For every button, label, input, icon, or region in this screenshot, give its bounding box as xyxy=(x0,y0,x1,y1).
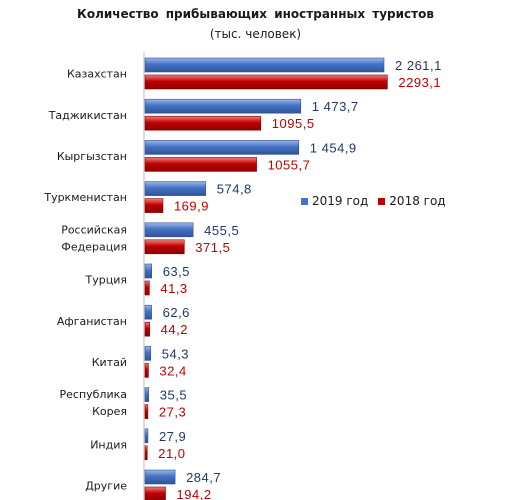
category-label: Турция xyxy=(85,274,127,287)
bar-2019 xyxy=(144,346,152,361)
bar-2018 xyxy=(144,404,149,419)
data-label-2019: 574,8 xyxy=(217,182,252,197)
bar-2018 xyxy=(144,239,185,255)
category-label: Индия xyxy=(90,438,127,451)
legend-item-2019: 2019 год xyxy=(301,194,368,208)
category-label-line: Афганистан xyxy=(57,315,127,328)
bar-2019 xyxy=(144,98,302,114)
legend-label-2019: 2019 год xyxy=(312,194,369,208)
bar-2019 xyxy=(144,263,153,279)
legend-swatch-2018 xyxy=(378,197,386,205)
legend-swatch-2019 xyxy=(301,197,308,205)
data-label-2018: 41,3 xyxy=(160,281,187,296)
bar-2019 xyxy=(144,428,149,444)
bar-2018 xyxy=(144,280,150,296)
legend-label-2018: 2018 год xyxy=(389,194,446,208)
data-label-2018: 194,2 xyxy=(177,487,212,500)
bar-2018 xyxy=(144,198,164,213)
data-label-2019: 1 473,7 xyxy=(312,99,359,114)
category-label: Республика Корея xyxy=(60,388,128,418)
category-label: Кыргызстан xyxy=(57,150,127,163)
category-label-line: Другие xyxy=(85,480,127,493)
data-label-2018: 169,9 xyxy=(174,199,209,214)
bar-2019 xyxy=(144,222,194,238)
data-label-2018: 44,2 xyxy=(161,322,188,337)
category-label-line: Таджикистан xyxy=(48,109,127,122)
legend: 2019 год 2018 год xyxy=(301,194,456,208)
data-label-2019: 27,9 xyxy=(159,429,186,444)
category-label-line: Российская xyxy=(61,223,127,236)
chart-title: Количество прибывающих иностранных турис… xyxy=(77,7,434,21)
bar-2018 xyxy=(144,486,166,500)
bar-2019 xyxy=(144,181,207,196)
bar-2018 xyxy=(144,321,150,337)
data-label-2019: 284,7 xyxy=(186,470,221,485)
data-label-2018: 371,5 xyxy=(195,240,230,255)
data-label-2019: 1 454,9 xyxy=(310,140,357,155)
bar-2019 xyxy=(144,57,385,73)
data-label-2019: 54,3 xyxy=(162,346,189,361)
category-label-line: Индия xyxy=(90,438,127,451)
category-label: Китай xyxy=(92,356,127,369)
bar-2019 xyxy=(144,469,176,485)
bar-2018 xyxy=(144,74,388,90)
category-label-line: Республика xyxy=(60,388,128,401)
data-label-2019: 35,5 xyxy=(160,388,187,403)
chart-subtitle: (тыс. человек) xyxy=(209,27,302,41)
bar-2019 xyxy=(144,387,150,402)
category-label: Таджикистан xyxy=(48,109,127,122)
category-label-line: Кыргызстан xyxy=(57,150,127,163)
bar-2019 xyxy=(144,140,300,155)
category-label: Другие xyxy=(85,480,127,493)
category-label: Российская Федерация xyxy=(61,223,127,253)
bar-2018 xyxy=(144,445,148,461)
data-label-2019: 455,5 xyxy=(204,223,239,238)
data-label-2018: 2293,1 xyxy=(398,75,441,90)
category-label: Афганистан xyxy=(57,315,127,328)
category-label-line: Федерация xyxy=(61,240,127,253)
data-label-2018: 1095,5 xyxy=(272,116,315,131)
bar-2019 xyxy=(144,304,152,320)
data-label-2019: 2 261,1 xyxy=(395,58,442,73)
data-label-2018: 32,4 xyxy=(159,363,186,378)
category-label-line: Корея xyxy=(92,405,127,418)
category-label-line: Казахстан xyxy=(67,68,127,81)
data-label-2019: 62,6 xyxy=(163,305,190,320)
bar-2018 xyxy=(144,157,257,172)
data-label-2018: 21,0 xyxy=(158,446,185,461)
category-label-line: Китай xyxy=(92,356,127,369)
category-label-line: Туркменистан xyxy=(43,191,127,204)
data-label-2019: 63,5 xyxy=(163,264,190,279)
data-label-2018: 27,3 xyxy=(159,405,186,420)
bar-2018 xyxy=(144,115,262,131)
category-label-line: Турция xyxy=(85,274,127,287)
category-label: Казахстан xyxy=(67,68,127,81)
data-label-2018: 1055,7 xyxy=(268,157,311,172)
legend-item-2018: 2018 год xyxy=(378,194,446,208)
bar-2018 xyxy=(144,363,149,378)
category-label: Туркменистан xyxy=(43,191,127,204)
